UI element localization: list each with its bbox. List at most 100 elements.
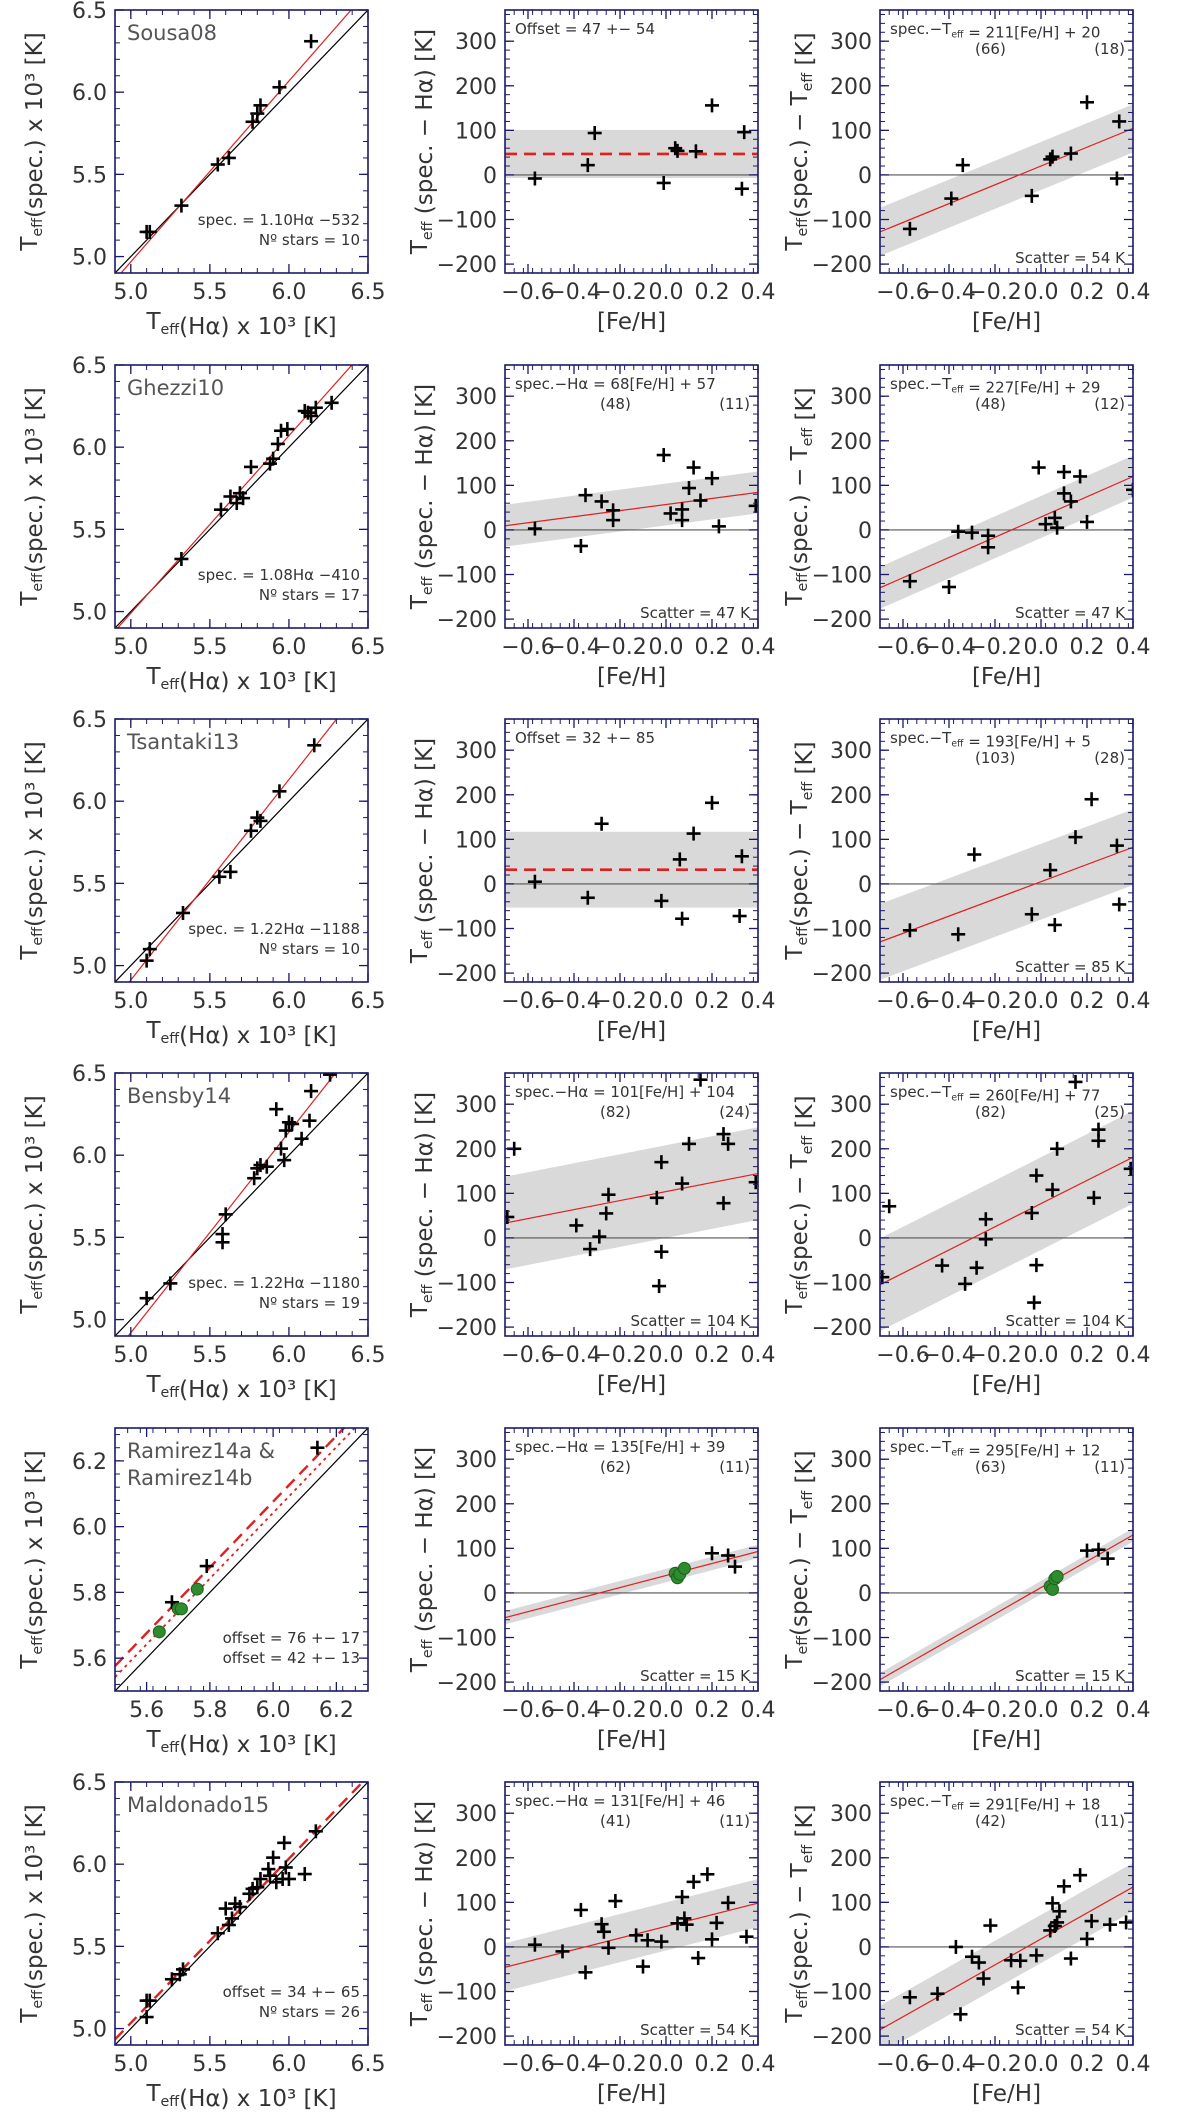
y-tick-label: −200 xyxy=(437,962,497,987)
x-tick-label: 0.2 xyxy=(1070,635,1105,660)
data-point xyxy=(218,1901,233,1916)
fit-equation: spec.−Teff = 295[Fe/H] + 12 xyxy=(890,1438,1100,1459)
y-tick-label: 100 xyxy=(455,1891,497,1916)
data-point xyxy=(1057,1879,1071,1894)
data-point xyxy=(675,1176,690,1191)
panel-3-1: −0.6−0.4−0.2 0.0 0.2 0.4 −200 −100 0 100 200 300 [… xyxy=(407,1072,776,1398)
data-point xyxy=(594,816,609,831)
y-tick-label: 6.5 xyxy=(72,0,107,24)
data-point xyxy=(1073,469,1088,484)
annotation: spec. = 1.22Hα −1180 xyxy=(188,1274,360,1292)
fit-line xyxy=(880,1886,1133,2031)
y-tick-label: −100 xyxy=(812,1627,872,1652)
data-point xyxy=(269,1875,284,1890)
annotation: offset = 34 +− 65 xyxy=(223,1983,360,2001)
scatter-band xyxy=(880,1862,1133,2045)
y-tick-label: 5.5 xyxy=(72,518,107,543)
x-axis-label: [Fe/H] xyxy=(597,309,666,335)
data-point xyxy=(247,1171,262,1186)
y-tick-label: −200 xyxy=(437,1316,497,1341)
one-to-one-line xyxy=(115,1782,368,2045)
y-tick-label: 0 xyxy=(858,1227,872,1252)
plot-area xyxy=(505,1073,758,1294)
data-point xyxy=(652,1279,667,1294)
data-point xyxy=(686,1874,701,1889)
y-tick-label: −200 xyxy=(812,1671,872,1696)
data-point xyxy=(902,1990,917,2005)
data-point xyxy=(967,847,982,862)
data-point xyxy=(654,1244,669,1259)
y-tick-label: 200 xyxy=(455,1847,497,1872)
data-point xyxy=(215,1227,230,1242)
panel-4-0: 5.6 5.8 6.0 6.2 5.6 5.8 6.0 6.2 Teff(Hα) x 10³ [… xyxy=(17,1427,369,1758)
data-point xyxy=(679,1917,694,1932)
axes-frame xyxy=(879,1427,1134,1692)
data-point xyxy=(1100,1551,1115,1566)
data-point xyxy=(739,1929,754,1944)
data-point xyxy=(583,1242,598,1257)
fit-equation: spec.−Teff = 211[Fe/H] + 20 xyxy=(890,20,1100,41)
data-point xyxy=(965,525,979,540)
slope-error: (66) xyxy=(975,40,1006,58)
green-point xyxy=(1046,1582,1059,1596)
x-tick-label: 0.4 xyxy=(741,280,776,305)
fit-equation: spec.−Teff = 291[Fe/H] + 18 xyxy=(890,1792,1100,1813)
intercept-error: (11) xyxy=(719,1458,750,1476)
panel-2-1: −0.6−0.4−0.2 0.0 0.2 0.4 −200 −100 0 100 200 300 [… xyxy=(407,718,776,1044)
x-tick-label: 0.2 xyxy=(1070,280,1105,305)
y-tick-label: −200 xyxy=(812,1316,872,1341)
data-point xyxy=(686,826,701,841)
data-point xyxy=(236,491,251,506)
x-tick-label: −0.2 xyxy=(593,280,646,305)
data-point xyxy=(705,471,719,486)
data-point xyxy=(1068,830,1083,845)
y-axis-label: Teff(spec.) x 10³ [K] xyxy=(17,387,48,606)
scatter-label: Scatter = 85 K xyxy=(1015,958,1126,976)
annotation: spec. = 1.10Hα −532 xyxy=(198,211,360,229)
y-tick-label: −200 xyxy=(812,608,872,633)
data-point xyxy=(969,1260,984,1275)
y-tick-label: −200 xyxy=(437,608,497,633)
data-point xyxy=(705,795,719,810)
data-point xyxy=(1091,1133,1106,1148)
y-axis-label: Teff(spec.) − Teff [K] xyxy=(782,1095,818,1314)
y-tick-label: 100 xyxy=(830,1537,872,1562)
data-point xyxy=(948,1939,963,1954)
data-point xyxy=(682,481,696,496)
data-point xyxy=(978,1232,993,1247)
plot-area xyxy=(115,1428,368,1691)
y-tick-label: 0 xyxy=(483,1582,497,1607)
data-point xyxy=(976,1971,991,1986)
x-tick-label: −0.4 xyxy=(922,635,975,660)
data-point xyxy=(942,579,956,594)
y-tick-label: 0 xyxy=(858,164,872,189)
data-point xyxy=(294,1131,309,1146)
x-tick-label: 6.0 xyxy=(271,1343,306,1368)
scatter-label: Scatter = 104 K xyxy=(1006,1312,1127,1330)
y-tick-label: 200 xyxy=(455,1138,497,1163)
y-tick-label: 100 xyxy=(455,119,497,144)
x-tick-label: −0.6 xyxy=(876,2052,929,2077)
panel-name: Ramirez14b xyxy=(127,1466,252,1490)
annotation: offset = 76 +− 17 xyxy=(223,1629,360,1647)
data-point xyxy=(164,1972,179,1987)
x-tick-label: 0.2 xyxy=(1070,1343,1105,1368)
data-point xyxy=(573,538,588,553)
panel-5-1: −0.6−0.4−0.2 0.0 0.2 0.4 −200 −100 0 100 200 300 [… xyxy=(407,1781,776,2107)
x-tick-label: 0.4 xyxy=(1116,2052,1151,2077)
y-tick-label: 300 xyxy=(455,1448,497,1473)
x-tick-label: 0.0 xyxy=(649,635,684,660)
y-tick-label: 6.0 xyxy=(72,790,107,815)
x-tick-label: 5.0 xyxy=(113,1343,148,1368)
y-tick-label: 200 xyxy=(830,1493,872,1518)
data-point xyxy=(253,1871,268,1886)
x-axis-label: [Fe/H] xyxy=(597,1372,666,1398)
data-point xyxy=(245,114,260,129)
axes-frame xyxy=(879,9,1134,274)
data-point xyxy=(1013,1953,1028,1968)
data-point xyxy=(1109,171,1124,186)
y-tick-label: 5.0 xyxy=(72,1309,107,1334)
y-tick-label: 200 xyxy=(830,1138,872,1163)
data-point xyxy=(737,125,752,140)
x-tick-label: 0.0 xyxy=(1024,280,1059,305)
